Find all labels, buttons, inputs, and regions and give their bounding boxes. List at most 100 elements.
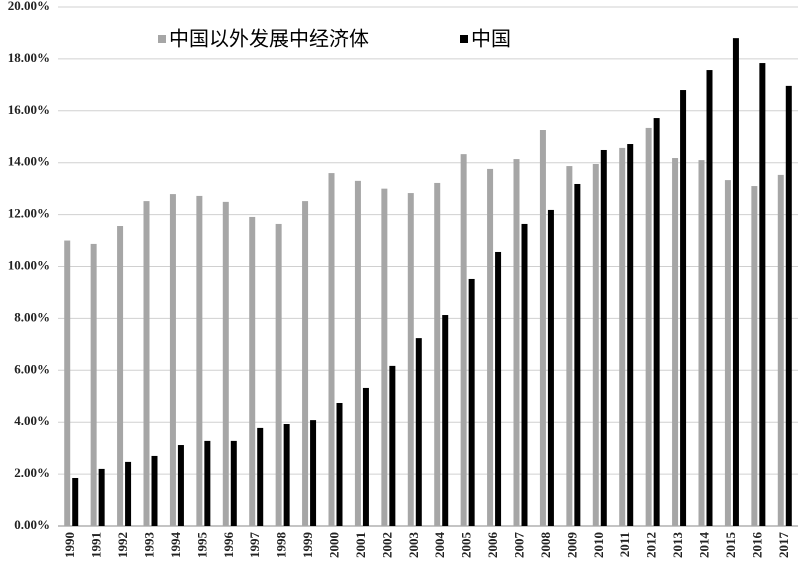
bar	[645, 127, 652, 526]
x-tick-label: 1998	[274, 532, 289, 559]
bar	[574, 183, 581, 526]
y-tick-label: 4.00%	[14, 413, 50, 428]
x-tick-label: 2007	[511, 532, 526, 559]
bar	[751, 186, 758, 526]
bar	[354, 180, 361, 527]
bar	[407, 193, 414, 526]
y-tick-label: 6.00%	[14, 361, 50, 376]
x-tick-label: 1992	[115, 532, 130, 558]
legend-swatch	[158, 35, 166, 43]
bar	[143, 201, 150, 526]
x-tick-label: 2005	[459, 532, 474, 559]
y-tick-label: 18.00%	[8, 50, 50, 65]
bar	[177, 445, 184, 526]
bar	[698, 160, 705, 527]
bar	[151, 455, 158, 526]
bar	[513, 159, 520, 526]
bar	[257, 427, 264, 526]
x-tick-label: 2011	[617, 532, 632, 557]
bar	[521, 223, 528, 526]
bar	[230, 440, 237, 526]
x-tick-label: 1993	[141, 532, 156, 559]
bar	[381, 188, 388, 526]
x-tick-label: 1997	[247, 532, 262, 559]
bar	[442, 315, 449, 526]
bar	[196, 195, 203, 526]
x-tick-label: 2015	[723, 532, 738, 559]
y-tick-label: 2.00%	[14, 465, 50, 480]
x-tick-label: 1996	[221, 532, 236, 559]
bar	[283, 424, 290, 526]
bar	[249, 216, 256, 527]
bar	[72, 477, 79, 526]
bar	[706, 70, 713, 526]
bar	[785, 85, 792, 526]
bar	[592, 163, 599, 526]
x-tick-label: 1995	[194, 532, 209, 559]
bar	[566, 166, 573, 527]
bar	[653, 118, 660, 526]
bar	[389, 365, 396, 526]
y-tick-label: 8.00%	[14, 309, 50, 324]
bar	[600, 149, 607, 526]
bar	[759, 63, 766, 526]
x-tick-label: 1990	[62, 532, 77, 558]
bar	[732, 38, 739, 526]
x-tick-label: 2010	[591, 532, 606, 558]
x-tick-label: 2002	[379, 532, 394, 558]
x-tick-label: 2013	[670, 532, 685, 559]
x-tick-label: 2000	[326, 532, 341, 558]
bar	[547, 209, 554, 526]
bar	[336, 402, 343, 526]
bar	[495, 251, 502, 526]
bar	[672, 158, 679, 527]
y-tick-label: 12.00%	[8, 206, 50, 221]
x-tick-label: 2014	[696, 532, 711, 559]
bar	[302, 201, 309, 526]
bar	[777, 174, 784, 527]
y-tick-label: 16.00%	[8, 102, 50, 117]
x-tick-label: 1991	[89, 532, 104, 558]
bar	[724, 180, 731, 527]
x-tick-label: 2008	[538, 532, 553, 559]
x-tick-label: 2001	[353, 532, 368, 558]
bar	[539, 130, 546, 527]
y-tick-label: 14.00%	[8, 154, 50, 169]
x-tick-label: 2004	[432, 532, 447, 559]
x-tick-label: 2006	[485, 532, 500, 559]
bar	[204, 440, 211, 526]
x-tick-label: 2009	[564, 532, 579, 559]
bar	[222, 201, 229, 526]
x-tick-label: 1994	[168, 532, 183, 559]
bar	[627, 144, 634, 527]
bar	[415, 338, 422, 526]
bar	[310, 420, 317, 526]
y-tick-label: 20.00%	[8, 0, 50, 13]
bar	[434, 182, 441, 527]
x-tick-label: 1999	[300, 532, 315, 559]
bar	[328, 173, 335, 526]
bar	[460, 154, 467, 526]
bar	[169, 194, 176, 527]
bar	[125, 461, 132, 526]
bar	[64, 240, 71, 527]
x-tick-label: 2017	[776, 532, 791, 559]
bar	[487, 168, 494, 527]
x-tick-label: 2016	[749, 532, 764, 559]
y-tick-label: 0.00%	[14, 517, 50, 532]
bar	[117, 226, 124, 526]
bar	[275, 223, 282, 526]
legend-swatch	[460, 35, 468, 43]
bar	[468, 278, 475, 526]
x-tick-label: 2012	[644, 532, 659, 558]
legend-label: 中国以外发展中经济体	[169, 27, 369, 51]
y-tick-label: 10.00%	[8, 257, 50, 272]
bar	[680, 90, 687, 526]
bar	[98, 468, 105, 526]
bar	[90, 243, 97, 526]
legend-label: 中国	[471, 27, 511, 51]
bar	[619, 147, 626, 526]
bar	[362, 387, 369, 526]
x-tick-label: 2003	[406, 532, 421, 559]
